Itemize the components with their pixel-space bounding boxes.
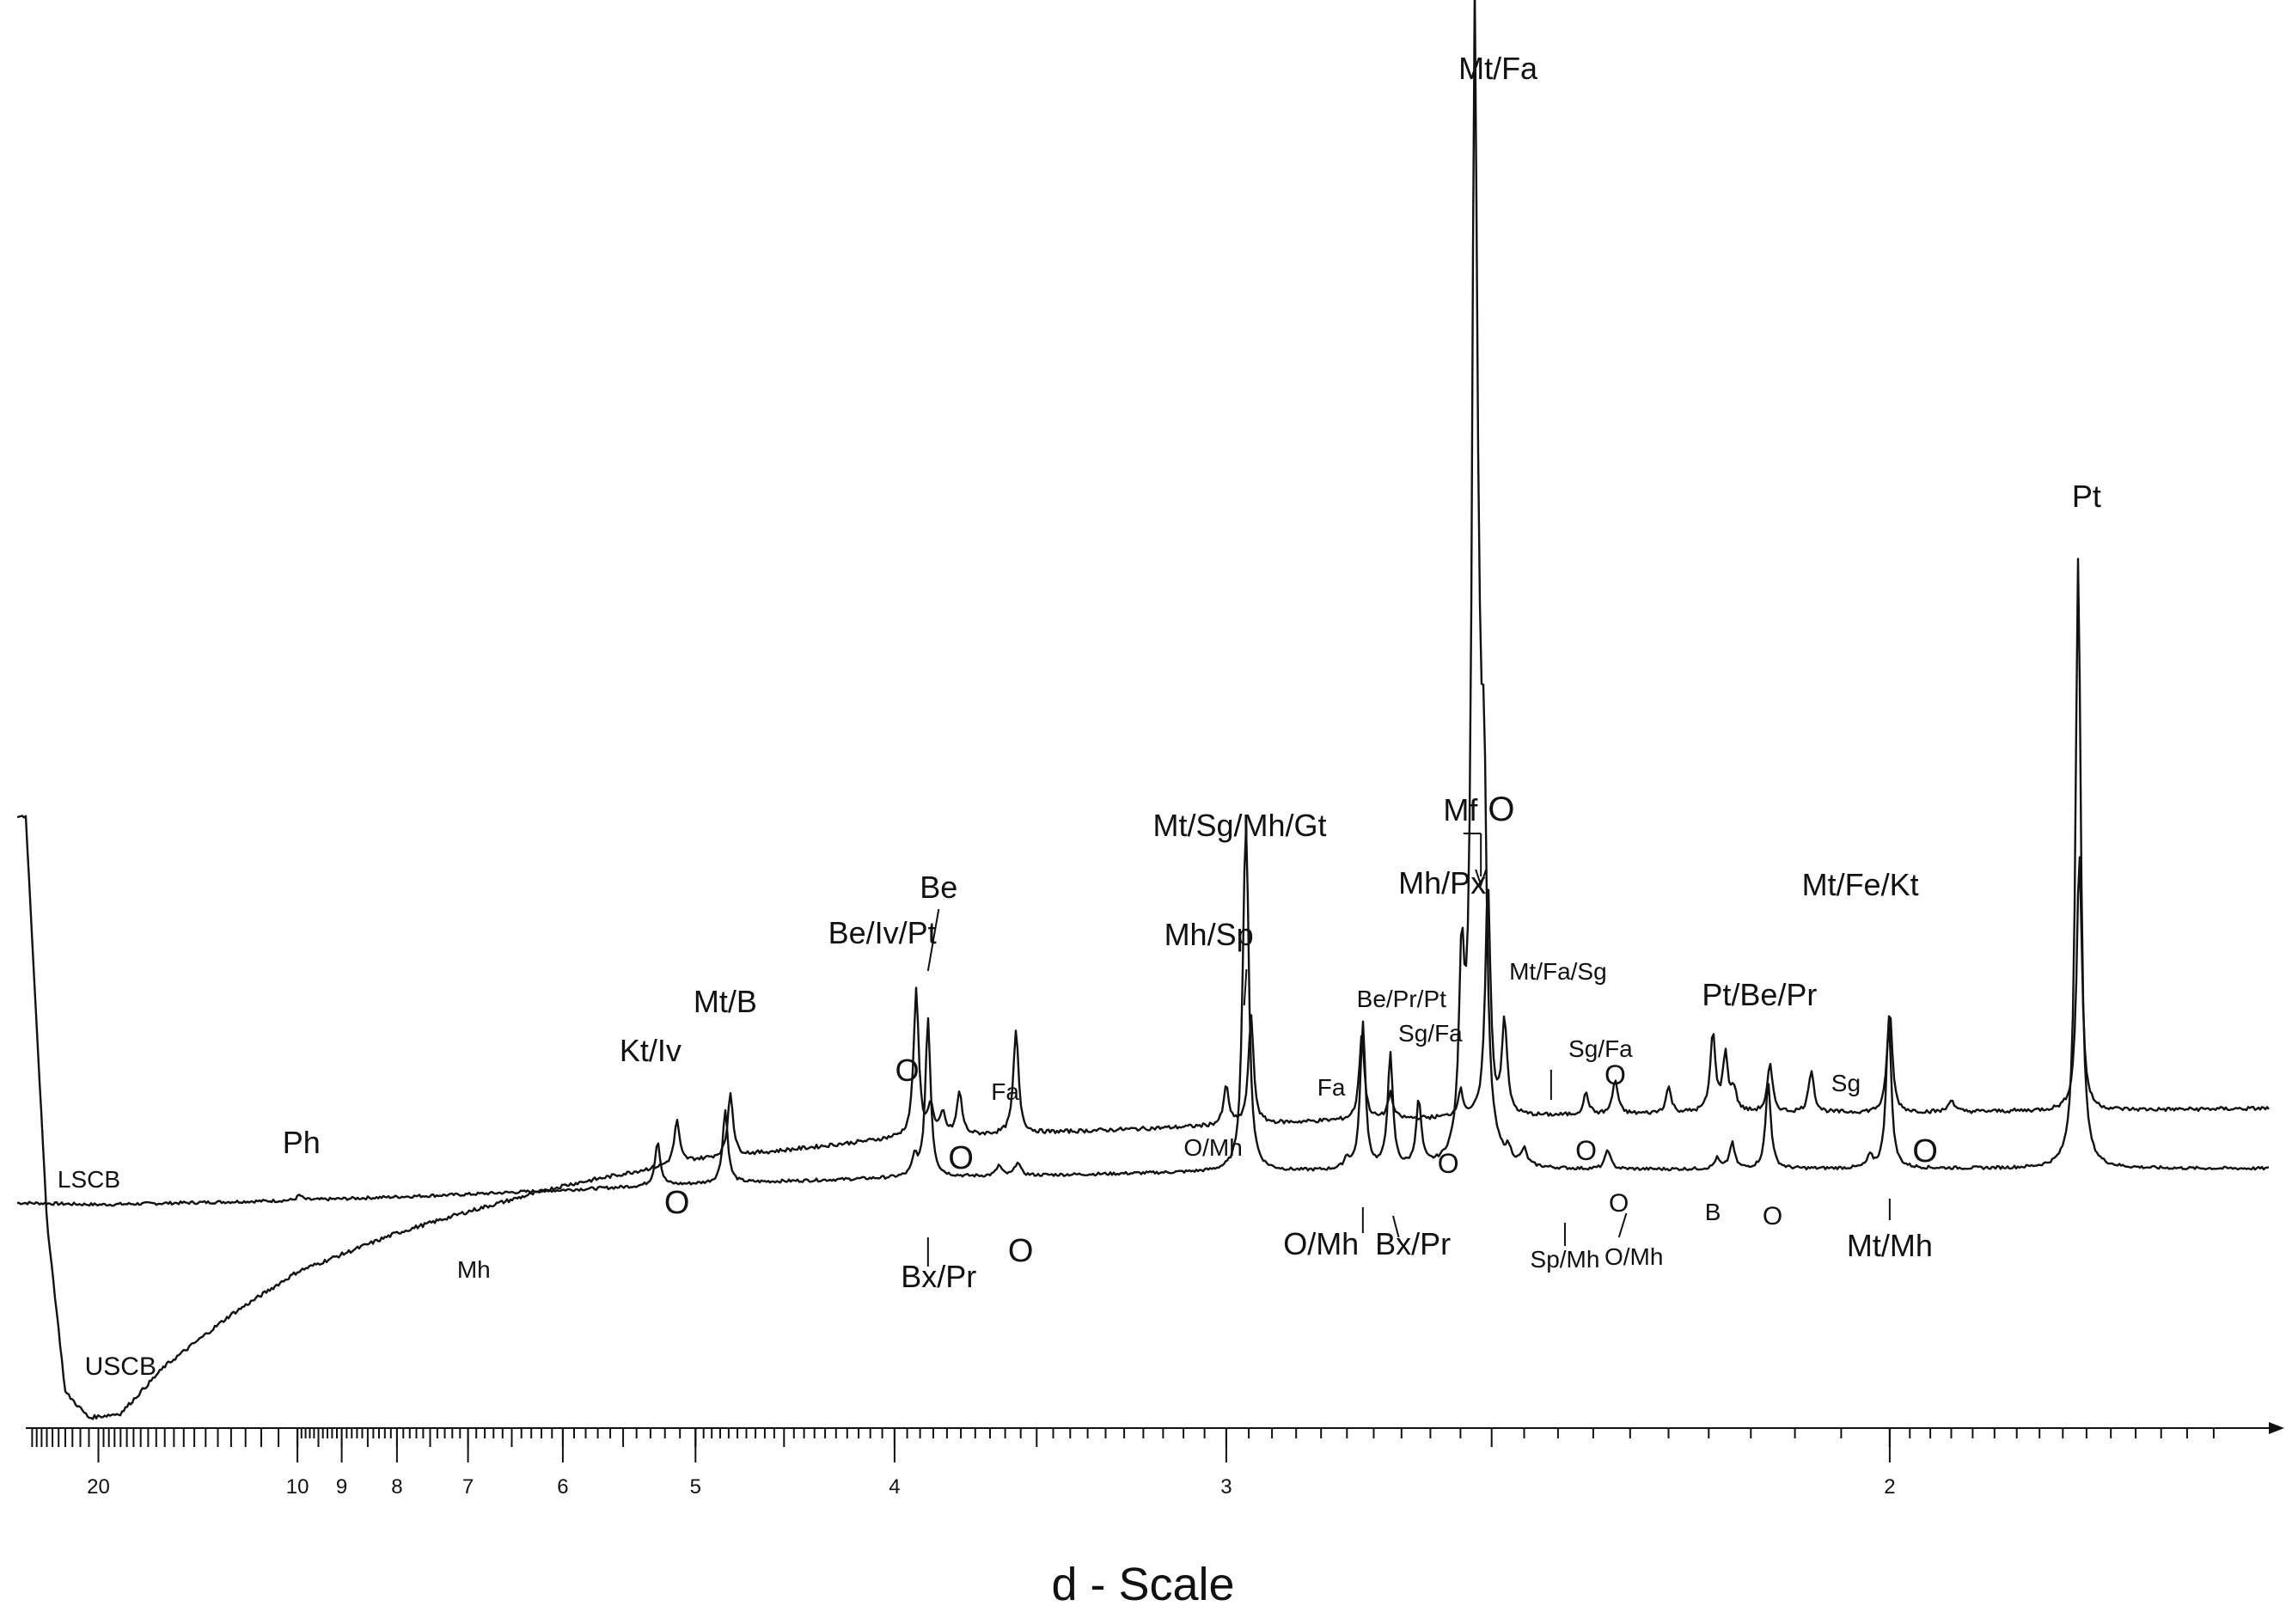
peak-label: O/Mh	[1604, 1243, 1663, 1270]
tick-label-5: 5	[690, 1475, 701, 1499]
peak-label: LSCB	[58, 1166, 120, 1193]
tick-label-2: 2	[1884, 1475, 1895, 1499]
peak-label: O	[948, 1140, 974, 1176]
tick-label-9: 9	[336, 1475, 347, 1499]
peak-label: Mt/Fe/Kt	[1802, 867, 1919, 902]
peak-label: USCB	[85, 1352, 156, 1381]
peak-label: O	[1488, 791, 1514, 828]
mf-arrow-icon	[1475, 869, 1488, 888]
leader-bx-pr-2	[1392, 1215, 1400, 1238]
peak-label: Mh	[457, 1256, 491, 1283]
peak-label: Be/Iv/Pt	[828, 915, 937, 950]
peak-label: O/Mh	[1283, 1226, 1359, 1261]
peak-label: O	[895, 1053, 920, 1088]
leader-o-mh-small	[1617, 1212, 1628, 1238]
peak-label: Mh/Sp	[1164, 917, 1254, 952]
tick-label-20: 20	[87, 1475, 110, 1499]
x-axis: 20 10 9 8 7 6 5 4 3 2	[26, 1422, 2284, 1499]
peak-label: Bx/Pr	[901, 1259, 976, 1294]
peak-labels-group: Ph Kt/Iv Mt/B O Be/Iv/Pt Be Fa Mt/Sg/Mh/Gt Mh/Sp…	[58, 51, 2101, 1381]
axis-arrow-icon	[2269, 1422, 2284, 1434]
x-axis-label: d - Scale	[1051, 1559, 1234, 1610]
trace-lscb	[16, 0, 2270, 1207]
peak-label: Mh/Px	[1398, 865, 1486, 901]
tick-label-6: 6	[557, 1475, 568, 1499]
tick-label-3: 3	[1220, 1475, 1232, 1499]
tick-label-8: 8	[391, 1475, 402, 1499]
peak-label: Sg/Fa	[1568, 1035, 1633, 1062]
peak-label: O/Mh	[1183, 1134, 1242, 1161]
peak-label: Be	[920, 870, 957, 905]
leader-lines-group	[926, 833, 1891, 1267]
peak-label: Mt/Fa/Sg	[1509, 958, 1607, 985]
peak-label: Mf	[1443, 792, 1478, 827]
peak-label: O	[1604, 1059, 1626, 1090]
peak-label: Sp/Mh	[1531, 1246, 1600, 1273]
peak-label: Mt/Sg/Mh/Gt	[1152, 808, 1326, 843]
peak-label: Bx/Pr	[1375, 1226, 1451, 1261]
peak-label: O	[664, 1185, 690, 1221]
peak-label: O	[1609, 1189, 1629, 1218]
peak-label: Sg	[1831, 1070, 1861, 1096]
peak-label: Pt/Be/Pr	[1702, 977, 1817, 1012]
peak-label: B	[1705, 1199, 1721, 1225]
peak-label: O	[1438, 1148, 1459, 1179]
trace-uscb	[16, 815, 2270, 1420]
peak-label: O	[1912, 1133, 1938, 1169]
peak-label: Pt	[2072, 479, 2101, 514]
peak-label: O	[1008, 1233, 1034, 1269]
peak-label: Fa	[1317, 1074, 1346, 1101]
traces-group	[16, 0, 2270, 1420]
leader-be	[926, 908, 940, 972]
tick-label-4: 4	[889, 1475, 900, 1499]
peak-label: Sg/Fa	[1398, 1020, 1463, 1047]
peak-label: Fa	[991, 1078, 1019, 1105]
tick-label-10: 10	[286, 1475, 309, 1499]
peak-label: O	[1575, 1135, 1597, 1166]
peak-label: O	[1763, 1202, 1782, 1230]
leader-mh-sp	[1243, 968, 1248, 1006]
peak-label: Mt/Fa	[1458, 51, 1538, 86]
peak-label: Ph	[283, 1125, 321, 1160]
peak-label: Mt/Mh	[1847, 1228, 1933, 1263]
peak-label: Kt/Iv	[620, 1033, 682, 1068]
tick-label-7: 7	[462, 1475, 474, 1499]
peak-label: Mt/B	[694, 984, 757, 1019]
peak-label: Be/Pr/Pt	[1357, 986, 1446, 1012]
